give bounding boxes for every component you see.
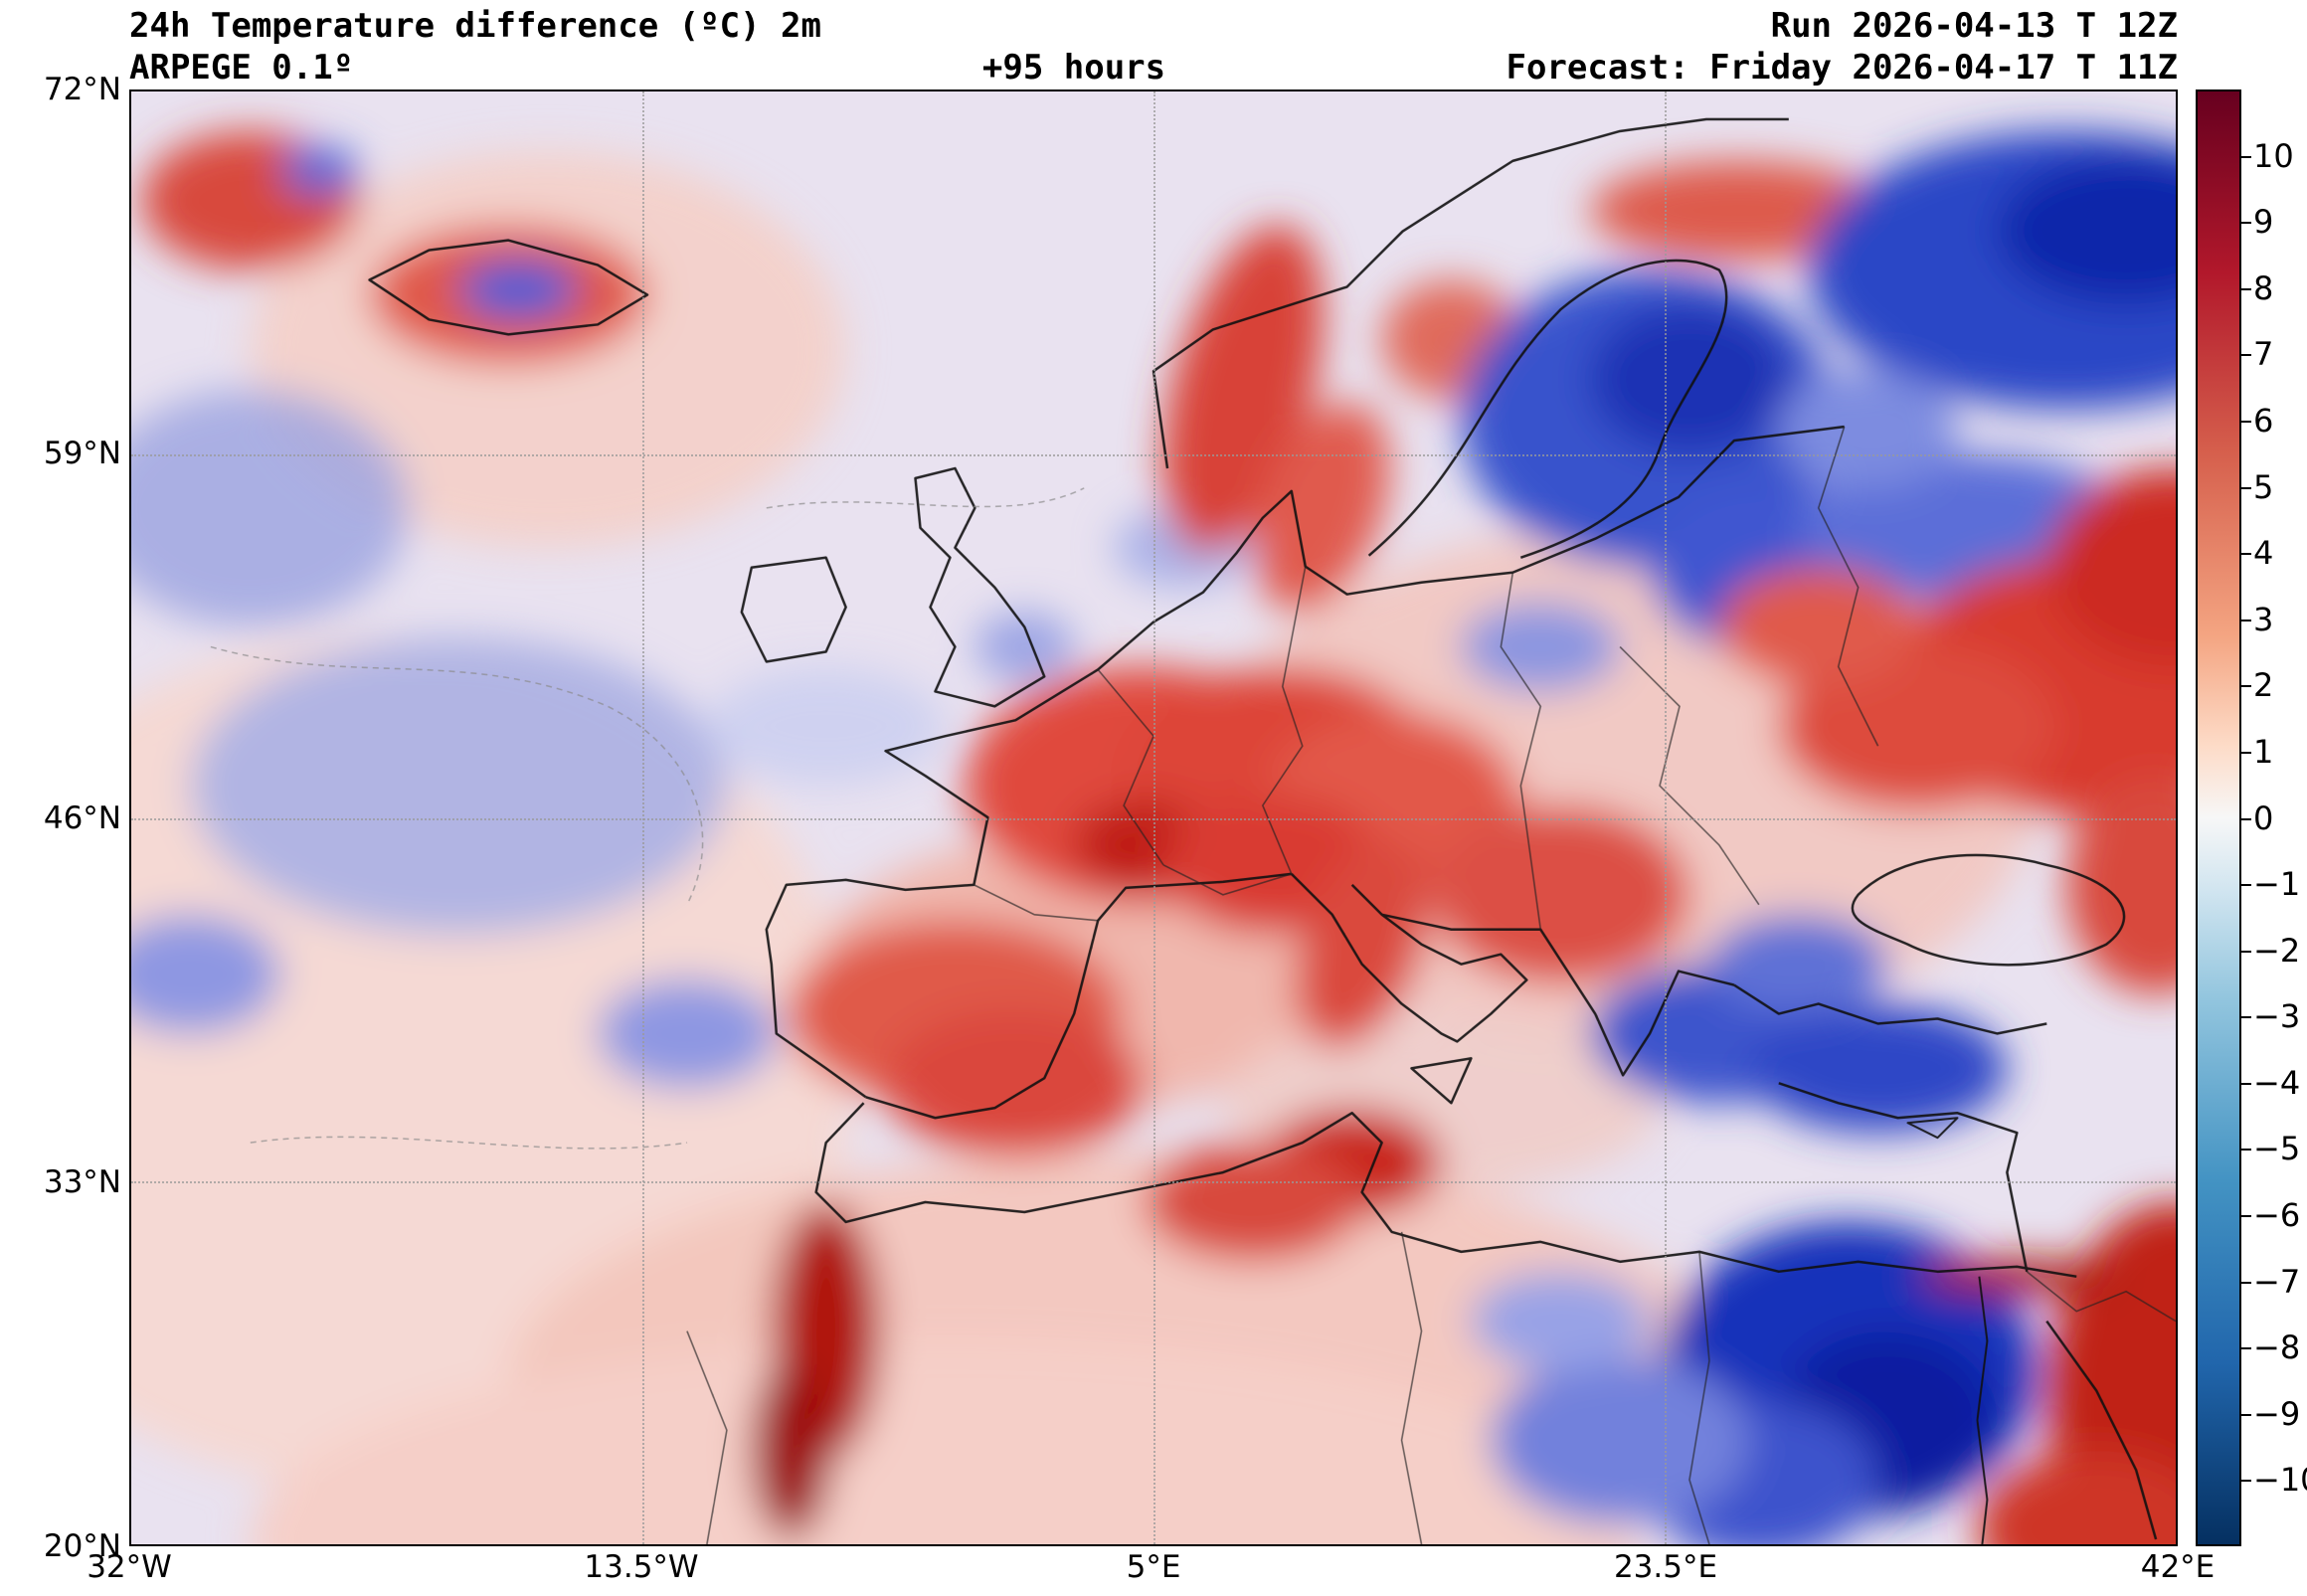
colorbar-tick-mark (2241, 884, 2251, 887)
lat-tick-label: 33°N (43, 1163, 121, 1200)
colorbar-tick-mark (2241, 1082, 2251, 1085)
forecast-hours-label: +95 hours (981, 48, 1166, 88)
lon-tick-label: 32°W (87, 1549, 172, 1585)
colorbar-tick-mark (2241, 155, 2251, 158)
colorbar-tick-label: −6 (2253, 1196, 2301, 1235)
colorbar-tick-mark (2241, 1480, 2251, 1483)
model-name: ARPEGE 0.1º (129, 48, 354, 88)
colorbar-tick-mark (2241, 1016, 2251, 1019)
run-datetime-label: Run 2026-04-13 T 12Z (1770, 6, 2178, 46)
colorbar-tick-label: −3 (2253, 997, 2301, 1036)
colorbar-tick-mark (2241, 1215, 2251, 1218)
anomaly-field-blobs (131, 130, 2176, 1544)
lat-tick-label: 46°N (43, 799, 121, 836)
colorbar-tick-label: −7 (2253, 1262, 2301, 1301)
colorbar-tick-label: −1 (2253, 865, 2301, 904)
colorbar-tick-label: 3 (2253, 600, 2274, 638)
colorbar-tick-label: 5 (2253, 467, 2274, 506)
colorbar-tick-mark (2241, 1281, 2251, 1284)
colorbar-tick-mark (2241, 619, 2251, 621)
country-borders (686, 426, 2176, 1544)
colorbar-tick-mark (2241, 354, 2251, 357)
lon-tick-label: 42°E (2140, 1549, 2216, 1585)
lon-tick-label: 23.5°E (1613, 1549, 1718, 1585)
colorbar-tick-mark (2241, 420, 2251, 423)
forecast-datetime-label: Forecast: Friday 2026-04-17 T 11Z (1506, 48, 2178, 88)
map-title: 24h Temperature difference (ºC) 2m (129, 6, 821, 46)
lon-tick-label: 5°E (1126, 1549, 1181, 1585)
colorbar-tick-mark (2241, 817, 2251, 820)
colorbar-tick-label: −8 (2253, 1329, 2301, 1367)
colorbar-tick-label: 0 (2253, 798, 2274, 837)
colorbar-tick-label: −10 (2253, 1461, 2307, 1500)
colorbar-tick-mark (2241, 1347, 2251, 1350)
colorbar-tick-label: 4 (2253, 534, 2274, 573)
colorbar-tick-label: 8 (2253, 268, 2274, 307)
gridline-lat (131, 1180, 2176, 1183)
colorbar-tick-mark (2241, 287, 2251, 290)
colorbar-tick-label: −9 (2253, 1394, 2301, 1433)
colorbar-tick-label: 9 (2253, 203, 2274, 242)
colorbar-tick-label: 1 (2253, 732, 2274, 771)
colorbar-tick-mark (2241, 685, 2251, 688)
coastlines (368, 117, 2158, 1544)
colorbar-tick-mark (2241, 950, 2251, 953)
lon-tick-label: 13.5°W (584, 1549, 699, 1585)
colorbar-tick-mark (2241, 1149, 2251, 1152)
colorbar-tick-label: −5 (2253, 1130, 2301, 1168)
colorbar-tick-mark (2241, 486, 2251, 489)
colorbar-tick-mark (2241, 553, 2251, 556)
colorbar (2196, 89, 2241, 1546)
gridline-lat (131, 817, 2176, 820)
gridline-lat (131, 454, 2176, 457)
colorbar-tick-label: 6 (2253, 401, 2274, 440)
lat-tick-label: 20°N (43, 1528, 121, 1564)
colorbar-tick-label: 10 (2253, 136, 2294, 175)
lat-tick-label: 59°N (43, 436, 121, 472)
colorbar-tick-label: 7 (2253, 335, 2274, 374)
colorbar-tick-mark (2241, 1413, 2251, 1416)
colorbar-tick-mark (2241, 222, 2251, 225)
zero-contours (210, 487, 1085, 1150)
colorbar-tick-label: −2 (2253, 931, 2301, 970)
map-plot-area (129, 89, 2178, 1546)
colorbar-tick-mark (2241, 751, 2251, 754)
lat-tick-label: 72°N (43, 72, 121, 107)
colorbar-tick-label: 2 (2253, 666, 2274, 705)
colorbar-tick-label: −4 (2253, 1063, 2301, 1102)
